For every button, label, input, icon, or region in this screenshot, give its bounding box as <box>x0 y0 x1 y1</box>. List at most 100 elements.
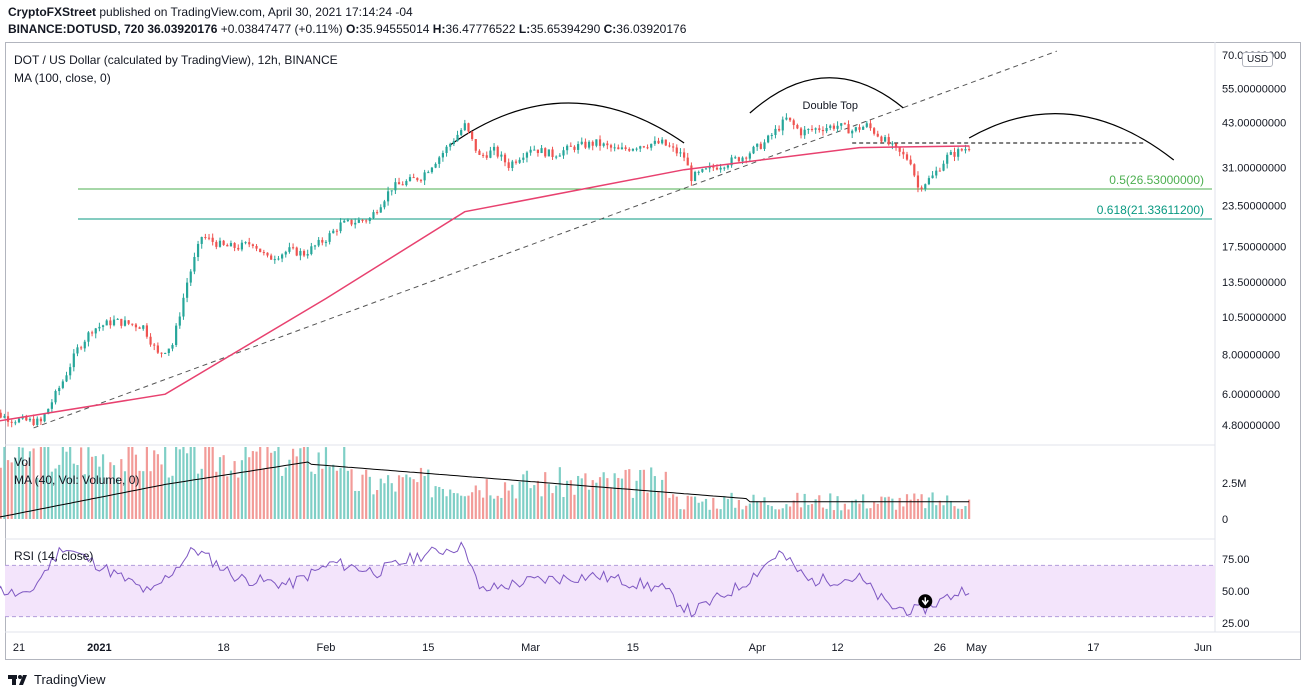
price-candle <box>186 282 189 298</box>
price-candle <box>17 418 21 423</box>
price-candle <box>511 161 514 169</box>
currency-badge[interactable]: USD <box>1242 52 1274 67</box>
price-candle <box>668 145 671 147</box>
price-candle <box>873 128 876 134</box>
price-candle <box>112 319 116 326</box>
volume-bar <box>551 493 554 519</box>
price-candle <box>244 242 247 244</box>
volume-bar <box>478 490 481 519</box>
publisher-name[interactable]: CryptoFXStreet <box>8 5 97 19</box>
price-candle <box>503 154 507 163</box>
volume-bar <box>112 465 116 519</box>
price-candle <box>357 219 360 223</box>
price-candle <box>525 152 529 158</box>
volume-bar <box>474 485 477 519</box>
volume-bar <box>723 496 726 519</box>
main-pane-title: DOT / US Dollar (calculated by TradingVi… <box>14 53 338 67</box>
footer-brand[interactable]: TradingView <box>8 672 106 687</box>
tradingview-logo-icon <box>8 674 28 686</box>
volume-bar <box>76 464 79 519</box>
volume-bar <box>741 509 744 519</box>
price-candle <box>825 127 828 132</box>
price-candle <box>328 233 331 242</box>
price-candle <box>284 251 287 255</box>
price-candle <box>704 168 708 170</box>
volume-bar <box>909 499 912 519</box>
volume-bar <box>555 485 558 519</box>
price-candle <box>156 345 159 353</box>
price-candle <box>807 128 810 130</box>
price-candle <box>467 123 470 132</box>
price-candle <box>207 237 211 239</box>
volume-bar <box>726 499 730 519</box>
price-candle <box>869 123 872 129</box>
price-candle <box>58 387 61 392</box>
volume-bar <box>248 457 251 519</box>
price-candle <box>61 381 64 388</box>
price-candle <box>343 220 346 223</box>
price-candle <box>226 244 229 247</box>
price-candle <box>310 246 313 255</box>
volume-bar <box>372 494 375 519</box>
price-candle <box>514 161 518 163</box>
price-candle <box>894 143 898 148</box>
volume-bar <box>690 496 693 519</box>
price-candle <box>558 155 561 157</box>
volume-bar <box>291 448 295 519</box>
volume-bar <box>149 471 152 519</box>
price-candle <box>449 143 452 147</box>
price-candle <box>138 327 141 329</box>
volume-bar <box>854 499 857 519</box>
price-candle <box>708 166 711 169</box>
price-candle <box>555 156 558 158</box>
volume-bar <box>273 451 276 519</box>
price-candle <box>109 320 112 326</box>
volume-bar <box>672 494 675 519</box>
volume-bar <box>39 447 43 519</box>
price-candle <box>324 241 328 243</box>
price-candle <box>902 151 905 155</box>
price-candle <box>609 145 613 148</box>
volume-bar <box>573 494 576 519</box>
volume-bar <box>452 493 455 519</box>
volume-bar <box>394 491 397 519</box>
volume-axis-label: 0 <box>1222 514 1228 526</box>
volume-bar <box>434 486 437 519</box>
price-candle <box>83 341 86 349</box>
price-candle <box>489 150 492 158</box>
price-candle <box>332 230 335 234</box>
volume-bar <box>492 498 496 519</box>
price-candle <box>153 344 156 346</box>
price-candle <box>98 326 101 329</box>
volume-bar <box>577 475 580 519</box>
volume-bar <box>942 505 945 519</box>
price-candle <box>485 155 488 158</box>
volume-bar <box>587 489 591 519</box>
volume-bar <box>485 479 488 519</box>
price-axis-label: 31.00000000 <box>1222 162 1286 174</box>
volume-bar <box>500 497 503 519</box>
price-candle <box>785 117 788 120</box>
price-candle <box>821 130 825 132</box>
price-candle <box>536 149 540 154</box>
price-candle <box>10 421 13 423</box>
price-candle <box>883 137 887 142</box>
price-candle <box>262 252 265 254</box>
price-candle <box>544 148 547 157</box>
volume-bar <box>503 482 507 519</box>
volume-bar <box>536 480 540 519</box>
volume-bar <box>734 507 737 519</box>
price-candle <box>712 166 715 168</box>
volume-bar <box>547 484 550 519</box>
volume-bar <box>383 483 386 519</box>
volume-bar <box>832 510 836 519</box>
price-candle <box>233 243 236 248</box>
price-candle <box>876 133 879 137</box>
volume-bar <box>883 497 887 519</box>
price-change: +0.03847477 (+0.11%) <box>220 22 343 36</box>
price-candle <box>321 239 324 243</box>
price-candle <box>200 237 203 244</box>
volume-bar <box>953 506 956 519</box>
volume-bar <box>891 498 894 519</box>
